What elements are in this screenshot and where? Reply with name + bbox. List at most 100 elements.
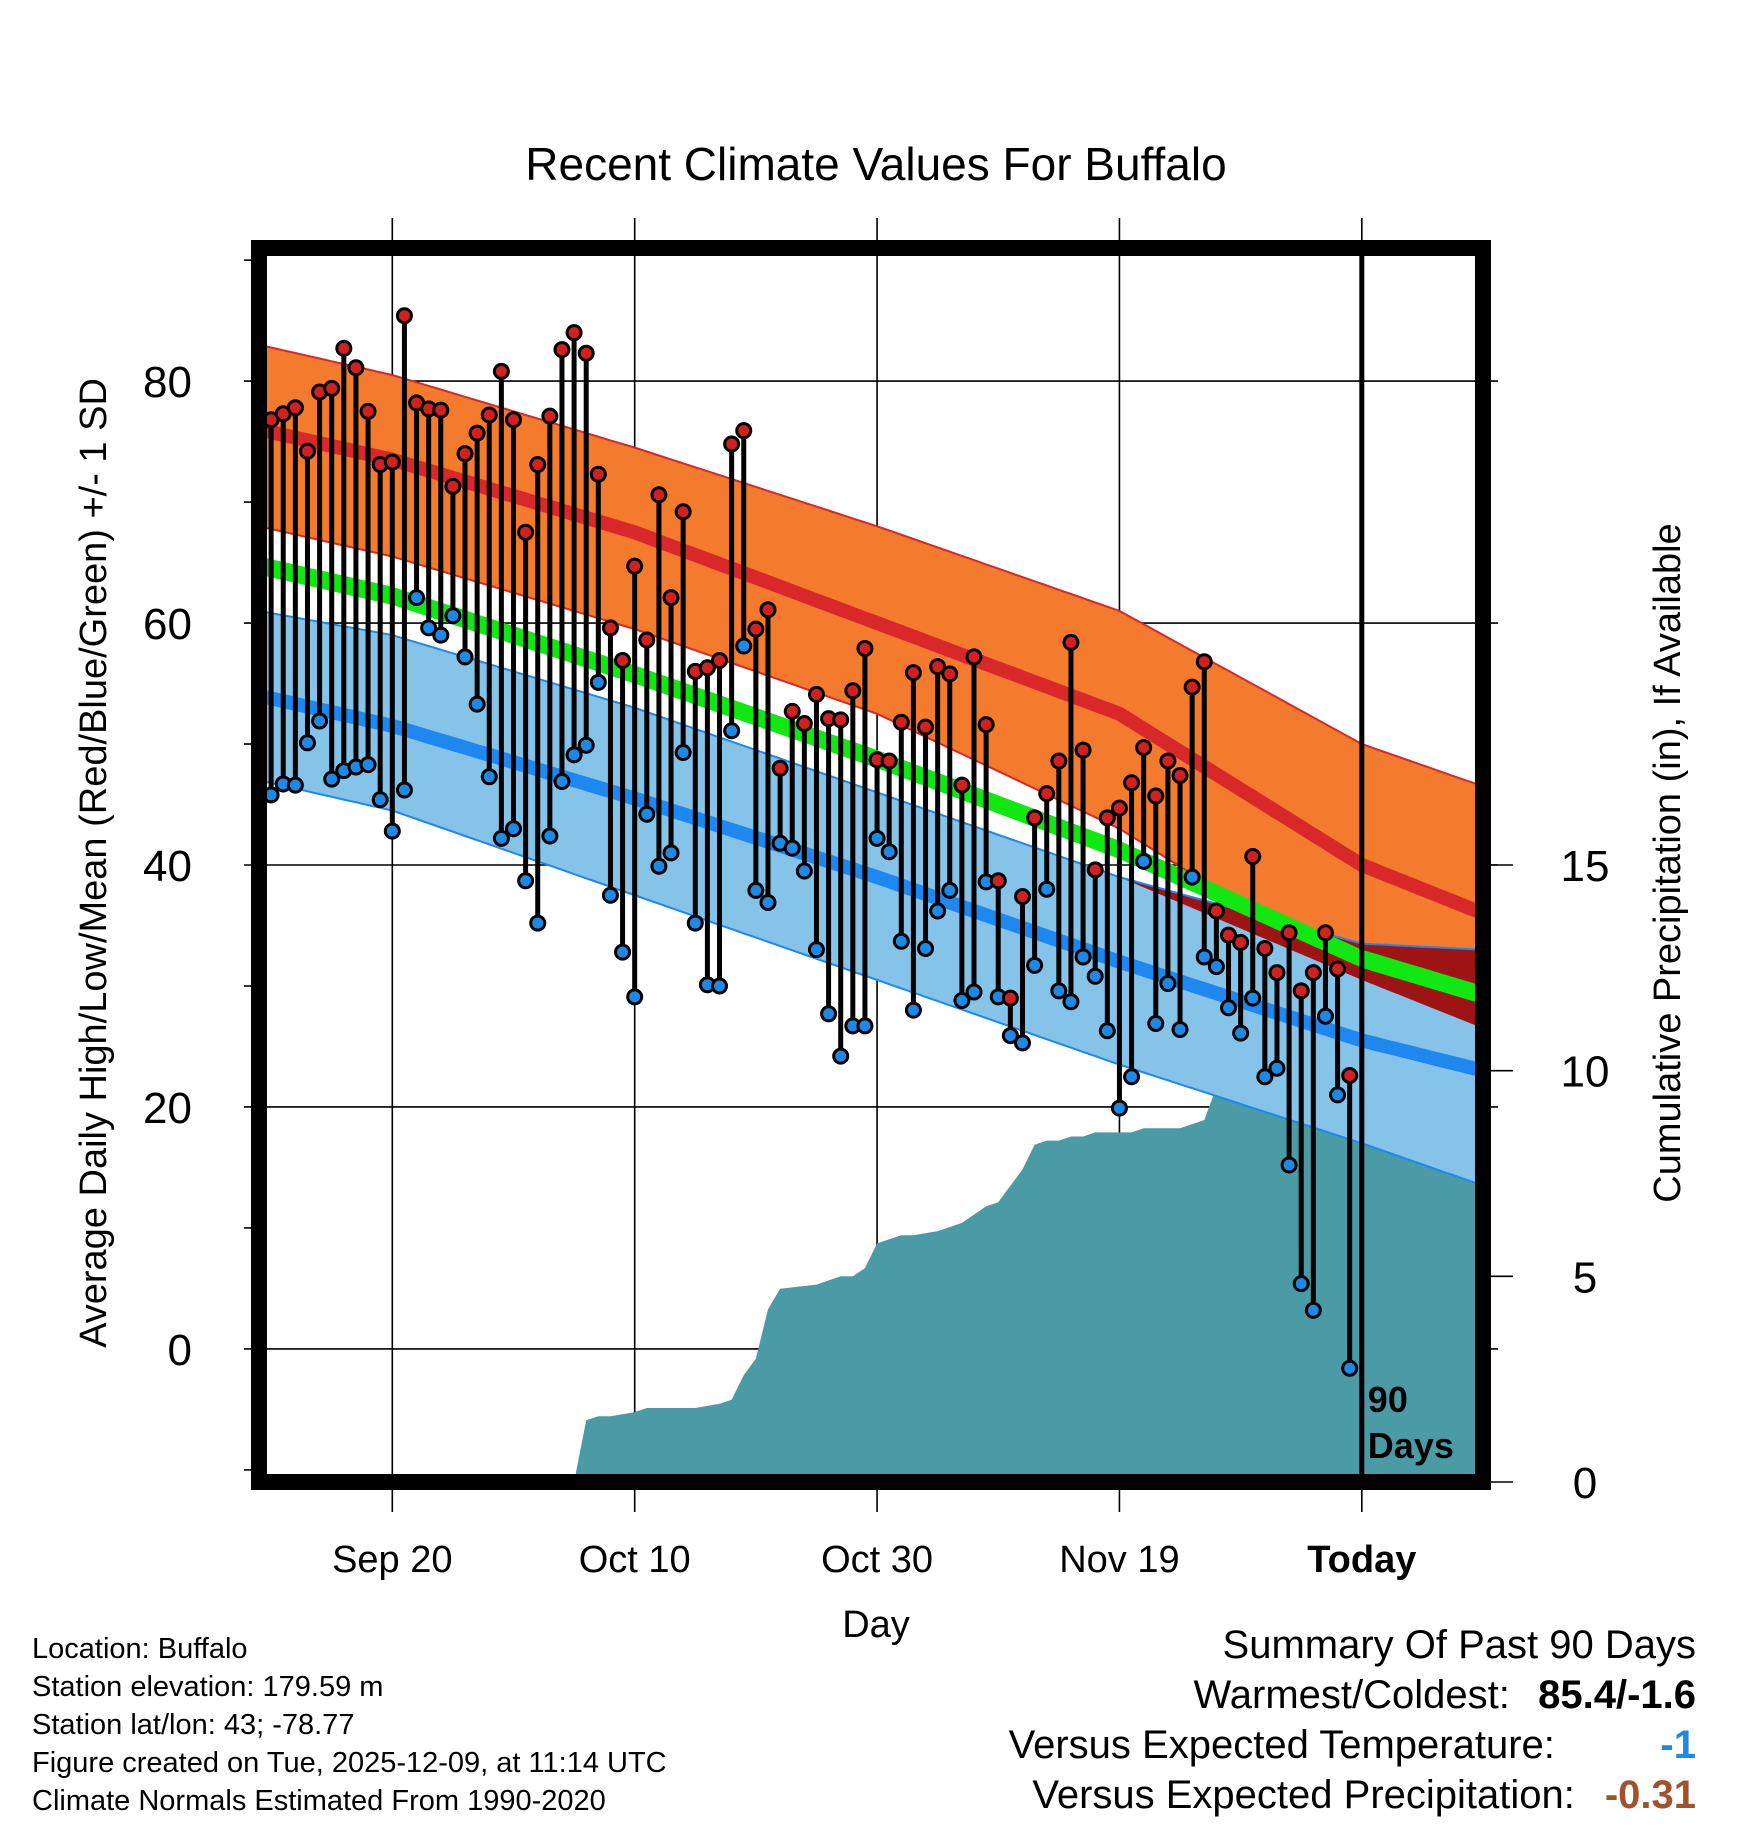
daily-high-point [1220, 926, 1238, 944]
daily-low-point [1135, 852, 1153, 870]
daily-low-point [674, 743, 692, 761]
daily-high-point [904, 664, 922, 682]
latlon-text: Station lat/lon: 43; -78.77 [32, 1709, 355, 1741]
daily-low-point [723, 722, 741, 740]
daily-high-point [1171, 766, 1189, 784]
axes: 0 20 40 60 80 0 5 10 15 Sep 20 Oct 10 Oct 30 Nov 19 T… [143, 259, 1610, 1581]
daily-low-point [589, 673, 607, 691]
daily-low-point [371, 791, 389, 809]
daily-high-point [1195, 653, 1213, 671]
daily-low-point [1268, 1059, 1286, 1077]
daily-high-point [1026, 809, 1044, 827]
daily-high-point [807, 685, 825, 703]
daily-high-point [1074, 741, 1092, 759]
daily-low-point [408, 589, 426, 607]
y-tick-label: 20 [143, 1084, 192, 1133]
daily-high-point [565, 324, 583, 342]
daily-low-point [614, 943, 632, 961]
daily-low-point [880, 843, 898, 861]
daily-low-point [1050, 982, 1068, 1000]
daily-high-point [1232, 933, 1250, 951]
temp-row: Versus Expected Temperature: -1 [1009, 1720, 1696, 1770]
chart-title: Recent Climate Values For Buffalo [525, 138, 1226, 190]
daily-low-point [1280, 1156, 1298, 1174]
daily-high-point [698, 659, 716, 677]
daily-high-point [662, 589, 680, 607]
daily-high-point [1147, 787, 1165, 805]
daily-low-point [1159, 975, 1177, 993]
daily-high-point [1086, 861, 1104, 879]
daily-high-point [759, 601, 777, 619]
daily-high-point [1268, 964, 1286, 982]
daily-low-point [1232, 1024, 1250, 1042]
daily-low-point [1195, 948, 1213, 966]
y-tick-label: 80 [143, 358, 192, 407]
daily-low-point [1038, 880, 1056, 898]
daily-low-point [395, 781, 413, 799]
daily-high-point [1038, 785, 1056, 803]
y2-tick-label: 5 [1573, 1253, 1597, 1302]
daily-high-point [832, 711, 850, 729]
daily-high-point [965, 648, 983, 666]
daily-high-point [286, 399, 304, 417]
x-tick-label: Nov 19 [1059, 1539, 1179, 1581]
daily-low-point [1026, 956, 1044, 974]
today-days-label: Days [1368, 1425, 1454, 1466]
plot-frame [251, 240, 1491, 1490]
precip-label: Versus Expected Precipitation: [1032, 1773, 1575, 1817]
daily-high-point [492, 362, 510, 380]
daily-low-point [1244, 989, 1262, 1007]
daily-low-point [529, 914, 547, 932]
daily-high-point [601, 619, 619, 637]
daily-low-point [868, 829, 886, 847]
daily-high-point [614, 652, 632, 670]
low-sd-band [259, 610, 1483, 1186]
y-tick-label: 60 [143, 600, 192, 649]
daily-low-point [1171, 1021, 1189, 1039]
daily-low-point [1001, 1027, 1019, 1045]
daily-low-point [1316, 1007, 1334, 1025]
daily-high-point [1183, 678, 1201, 696]
daily-low-point [444, 607, 462, 625]
daily-low-point [783, 839, 801, 857]
y-tick-label: 0 [168, 1326, 192, 1375]
daily-high-point [880, 752, 898, 770]
daily-low-point [1207, 958, 1225, 976]
daily-high-point [1292, 982, 1310, 1000]
daily-high-point [1013, 887, 1031, 905]
daily-low-point [298, 734, 316, 752]
daily-low-point [807, 941, 825, 959]
daily-low-point [1183, 868, 1201, 886]
daily-high-point [711, 652, 729, 670]
daily-high-point [383, 453, 401, 471]
created-text: Figure created on Tue, 2025-12-09, at 11… [32, 1747, 667, 1779]
daily-high-point [892, 713, 910, 731]
y2-tick-label: 10 [1561, 1048, 1610, 1097]
daily-high-point [1050, 752, 1068, 770]
warmest-label: Warmest/Coldest: [1193, 1673, 1510, 1717]
daily-high-point [1256, 939, 1274, 957]
normals-text: Climate Normals Estimated From 1990-2020 [32, 1785, 606, 1817]
daily-low-point [1147, 1014, 1165, 1032]
daily-high-point [1135, 739, 1153, 757]
daily-low-point [565, 746, 583, 764]
daily-low-point [383, 822, 401, 840]
low-sd-lower-line [259, 779, 1483, 1187]
daily-high-point [480, 406, 498, 424]
daily-high-point [723, 435, 741, 453]
daily-high-point [359, 402, 377, 420]
daily-low-point [1292, 1275, 1310, 1293]
daily-high-point [989, 872, 1007, 890]
precip-area-shape [259, 1033, 1483, 1482]
daily-high-point [917, 718, 935, 736]
daily-high-point [1159, 752, 1177, 770]
daily-high-point [444, 477, 462, 495]
daily-low-point [420, 619, 438, 637]
daily-high-point [1098, 809, 1116, 827]
plot-area: 90 Days [259, 248, 1483, 1482]
daily-high-point [1280, 924, 1298, 942]
temp-label: Versus Expected Temperature: [1008, 1723, 1555, 1767]
daily-low-point [759, 894, 777, 912]
daily-low-point [735, 637, 753, 655]
